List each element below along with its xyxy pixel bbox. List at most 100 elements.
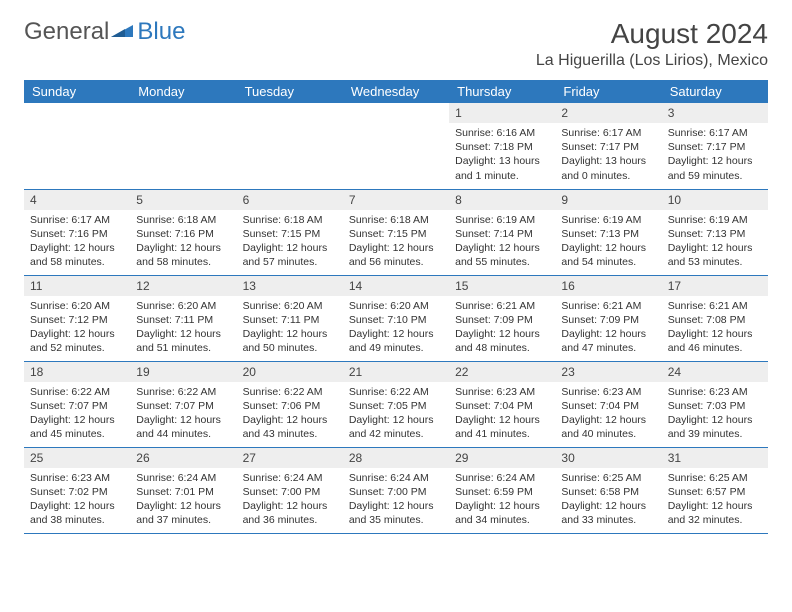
day-number: 11 — [24, 276, 130, 296]
day-header: Monday — [130, 80, 236, 103]
calendar-cell: 13Sunrise: 6:20 AMSunset: 7:11 PMDayligh… — [237, 275, 343, 361]
day-header: Sunday — [24, 80, 130, 103]
day-details: Sunrise: 6:17 AMSunset: 7:17 PMDaylight:… — [555, 123, 661, 187]
calendar-cell: 19Sunrise: 6:22 AMSunset: 7:07 PMDayligh… — [130, 361, 236, 447]
calendar-cell: 12Sunrise: 6:20 AMSunset: 7:11 PMDayligh… — [130, 275, 236, 361]
day-number: 6 — [237, 190, 343, 210]
day-number: 3 — [662, 103, 768, 123]
day-details: Sunrise: 6:19 AMSunset: 7:13 PMDaylight:… — [662, 210, 768, 274]
day-details: Sunrise: 6:24 AMSunset: 7:01 PMDaylight:… — [130, 468, 236, 532]
day-number: 19 — [130, 362, 236, 382]
calendar-cell: 24Sunrise: 6:23 AMSunset: 7:03 PMDayligh… — [662, 361, 768, 447]
calendar-cell — [343, 103, 449, 189]
day-number: 22 — [449, 362, 555, 382]
day-number: 27 — [237, 448, 343, 468]
calendar-cell: 27Sunrise: 6:24 AMSunset: 7:00 PMDayligh… — [237, 447, 343, 533]
day-number: 1 — [449, 103, 555, 123]
day-header: Tuesday — [237, 80, 343, 103]
calendar-cell: 20Sunrise: 6:22 AMSunset: 7:06 PMDayligh… — [237, 361, 343, 447]
day-number: 14 — [343, 276, 449, 296]
day-number: 23 — [555, 362, 661, 382]
day-details: Sunrise: 6:23 AMSunset: 7:02 PMDaylight:… — [24, 468, 130, 532]
calendar-cell: 1Sunrise: 6:16 AMSunset: 7:18 PMDaylight… — [449, 103, 555, 189]
calendar-cell: 17Sunrise: 6:21 AMSunset: 7:08 PMDayligh… — [662, 275, 768, 361]
day-details: Sunrise: 6:22 AMSunset: 7:07 PMDaylight:… — [130, 382, 236, 446]
day-header-row: Sunday Monday Tuesday Wednesday Thursday… — [24, 80, 768, 103]
day-number: 9 — [555, 190, 661, 210]
header: General Blue August 2024 La Higuerilla (… — [24, 18, 768, 70]
day-details: Sunrise: 6:16 AMSunset: 7:18 PMDaylight:… — [449, 123, 555, 187]
day-number: 10 — [662, 190, 768, 210]
day-number: 7 — [343, 190, 449, 210]
day-details: Sunrise: 6:24 AMSunset: 7:00 PMDaylight:… — [343, 468, 449, 532]
day-number: 13 — [237, 276, 343, 296]
day-details: Sunrise: 6:24 AMSunset: 6:59 PMDaylight:… — [449, 468, 555, 532]
calendar-cell: 18Sunrise: 6:22 AMSunset: 7:07 PMDayligh… — [24, 361, 130, 447]
calendar-week-row: 25Sunrise: 6:23 AMSunset: 7:02 PMDayligh… — [24, 447, 768, 533]
day-number: 5 — [130, 190, 236, 210]
calendar-cell: 7Sunrise: 6:18 AMSunset: 7:15 PMDaylight… — [343, 189, 449, 275]
day-details: Sunrise: 6:24 AMSunset: 7:00 PMDaylight:… — [237, 468, 343, 532]
logo-text-1: General — [24, 18, 109, 46]
calendar-cell: 4Sunrise: 6:17 AMSunset: 7:16 PMDaylight… — [24, 189, 130, 275]
day-details: Sunrise: 6:17 AMSunset: 7:17 PMDaylight:… — [662, 123, 768, 187]
calendar-week-row: 18Sunrise: 6:22 AMSunset: 7:07 PMDayligh… — [24, 361, 768, 447]
day-number: 21 — [343, 362, 449, 382]
day-details: Sunrise: 6:18 AMSunset: 7:16 PMDaylight:… — [130, 210, 236, 274]
calendar-cell — [237, 103, 343, 189]
day-number: 17 — [662, 276, 768, 296]
day-details: Sunrise: 6:18 AMSunset: 7:15 PMDaylight:… — [237, 210, 343, 274]
day-details: Sunrise: 6:21 AMSunset: 7:08 PMDaylight:… — [662, 296, 768, 360]
day-details: Sunrise: 6:25 AMSunset: 6:57 PMDaylight:… — [662, 468, 768, 532]
calendar-week-row: 11Sunrise: 6:20 AMSunset: 7:12 PMDayligh… — [24, 275, 768, 361]
day-details: Sunrise: 6:19 AMSunset: 7:14 PMDaylight:… — [449, 210, 555, 274]
day-details: Sunrise: 6:23 AMSunset: 7:04 PMDaylight:… — [449, 382, 555, 446]
day-details: Sunrise: 6:17 AMSunset: 7:16 PMDaylight:… — [24, 210, 130, 274]
calendar-cell: 3Sunrise: 6:17 AMSunset: 7:17 PMDaylight… — [662, 103, 768, 189]
calendar-cell: 26Sunrise: 6:24 AMSunset: 7:01 PMDayligh… — [130, 447, 236, 533]
day-number: 20 — [237, 362, 343, 382]
calendar-cell: 2Sunrise: 6:17 AMSunset: 7:17 PMDaylight… — [555, 103, 661, 189]
day-details: Sunrise: 6:21 AMSunset: 7:09 PMDaylight:… — [555, 296, 661, 360]
calendar-table: Sunday Monday Tuesday Wednesday Thursday… — [24, 80, 768, 534]
day-details: Sunrise: 6:19 AMSunset: 7:13 PMDaylight:… — [555, 210, 661, 274]
day-details: Sunrise: 6:20 AMSunset: 7:10 PMDaylight:… — [343, 296, 449, 360]
day-number: 12 — [130, 276, 236, 296]
calendar-cell: 5Sunrise: 6:18 AMSunset: 7:16 PMDaylight… — [130, 189, 236, 275]
day-details: Sunrise: 6:25 AMSunset: 6:58 PMDaylight:… — [555, 468, 661, 532]
day-number: 31 — [662, 448, 768, 468]
month-title: August 2024 — [536, 18, 768, 50]
day-details: Sunrise: 6:21 AMSunset: 7:09 PMDaylight:… — [449, 296, 555, 360]
day-details: Sunrise: 6:20 AMSunset: 7:11 PMDaylight:… — [237, 296, 343, 360]
title-block: August 2024 La Higuerilla (Los Lirios), … — [536, 18, 768, 70]
day-number: 18 — [24, 362, 130, 382]
day-details: Sunrise: 6:20 AMSunset: 7:12 PMDaylight:… — [24, 296, 130, 360]
day-number: 15 — [449, 276, 555, 296]
calendar-cell: 14Sunrise: 6:20 AMSunset: 7:10 PMDayligh… — [343, 275, 449, 361]
calendar-cell: 23Sunrise: 6:23 AMSunset: 7:04 PMDayligh… — [555, 361, 661, 447]
calendar-cell: 22Sunrise: 6:23 AMSunset: 7:04 PMDayligh… — [449, 361, 555, 447]
calendar-cell: 15Sunrise: 6:21 AMSunset: 7:09 PMDayligh… — [449, 275, 555, 361]
day-header: Thursday — [449, 80, 555, 103]
day-number: 24 — [662, 362, 768, 382]
day-number: 28 — [343, 448, 449, 468]
day-number: 25 — [24, 448, 130, 468]
calendar-week-row: 1Sunrise: 6:16 AMSunset: 7:18 PMDaylight… — [24, 103, 768, 189]
day-number: 30 — [555, 448, 661, 468]
day-details: Sunrise: 6:18 AMSunset: 7:15 PMDaylight:… — [343, 210, 449, 274]
day-number: 29 — [449, 448, 555, 468]
day-details: Sunrise: 6:23 AMSunset: 7:03 PMDaylight:… — [662, 382, 768, 446]
day-number: 2 — [555, 103, 661, 123]
calendar-cell — [130, 103, 236, 189]
day-details: Sunrise: 6:22 AMSunset: 7:06 PMDaylight:… — [237, 382, 343, 446]
calendar-cell: 8Sunrise: 6:19 AMSunset: 7:14 PMDaylight… — [449, 189, 555, 275]
day-number: 8 — [449, 190, 555, 210]
day-details: Sunrise: 6:22 AMSunset: 7:07 PMDaylight:… — [24, 382, 130, 446]
day-details: Sunrise: 6:23 AMSunset: 7:04 PMDaylight:… — [555, 382, 661, 446]
calendar-cell: 31Sunrise: 6:25 AMSunset: 6:57 PMDayligh… — [662, 447, 768, 533]
calendar-cell: 9Sunrise: 6:19 AMSunset: 7:13 PMDaylight… — [555, 189, 661, 275]
calendar-cell — [24, 103, 130, 189]
calendar-cell: 30Sunrise: 6:25 AMSunset: 6:58 PMDayligh… — [555, 447, 661, 533]
calendar-cell: 25Sunrise: 6:23 AMSunset: 7:02 PMDayligh… — [24, 447, 130, 533]
logo: General Blue — [24, 18, 185, 46]
